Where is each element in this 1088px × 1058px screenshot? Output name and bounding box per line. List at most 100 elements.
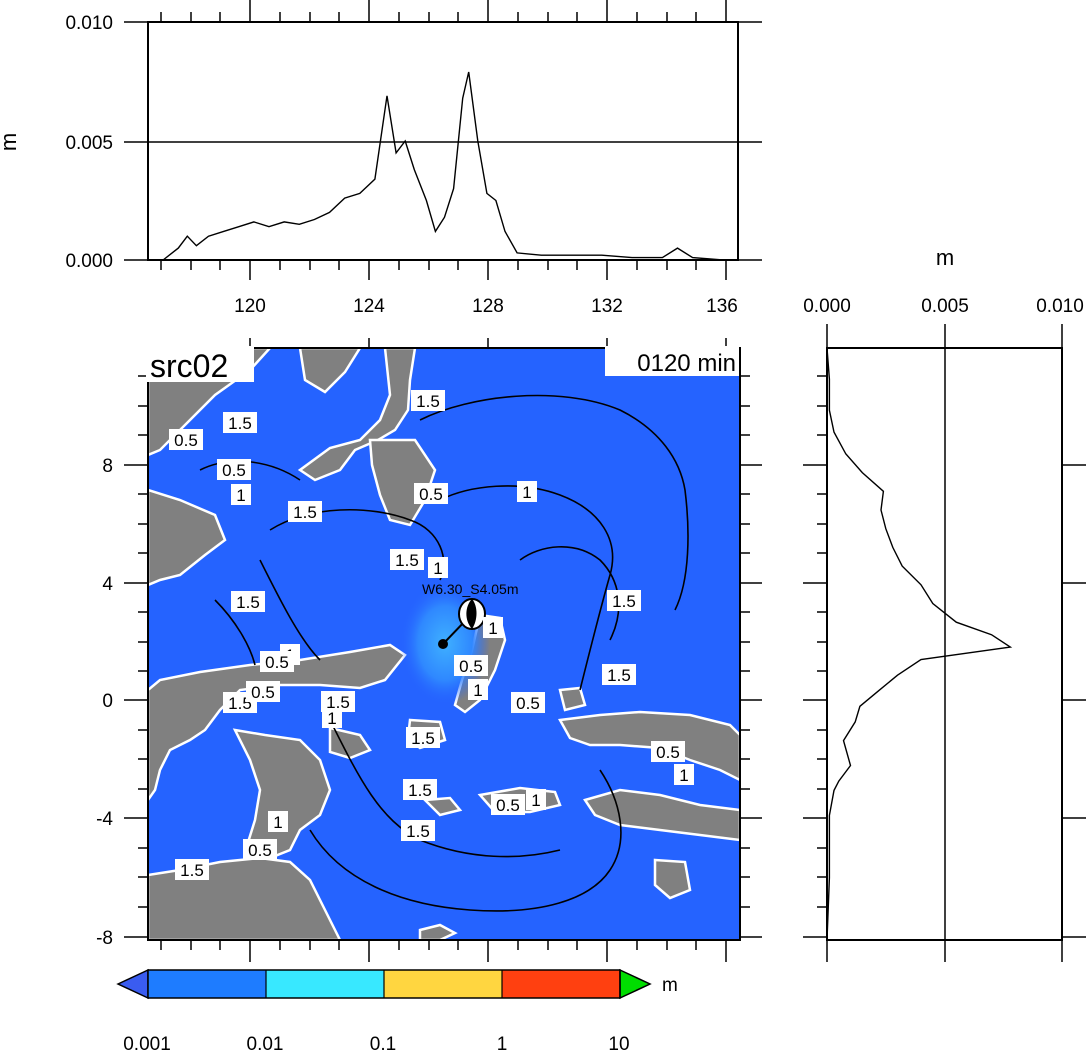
top-profile-xtick-label: 128 <box>472 296 504 317</box>
contour-line <box>519 546 620 641</box>
right-profile-panel: m 0.000 0.005 0.010 <box>803 245 1086 962</box>
colorbar-segment <box>148 970 266 998</box>
contour-label-text: 0.5 <box>459 657 483 676</box>
contour-label: 1.5 <box>401 820 435 841</box>
contour-label: 0.5 <box>414 483 448 504</box>
contour-label: 0.5 <box>454 655 488 676</box>
contour-label: 1.5 <box>231 591 265 612</box>
colorbar-tick-label: 0.001 <box>123 1034 171 1055</box>
contour-label: 1.5 <box>223 412 257 433</box>
contour-label: 0.5 <box>246 681 280 702</box>
colorbar-tick-label: 0.1 <box>370 1034 396 1055</box>
top-profile-panel: 0.010 0.005 0.000 m 120 124 128 132 136 <box>0 0 762 317</box>
contour-label-text: 1.5 <box>607 666 631 685</box>
colorbar-segment <box>502 970 620 998</box>
land-island-se <box>653 858 692 900</box>
contour-label-text: 1.5 <box>228 694 252 713</box>
map-ytick-label: -8 <box>96 928 113 949</box>
contour-label: 1.5 <box>390 549 424 570</box>
contour-label: 1.5 <box>406 727 440 748</box>
land-island-north <box>298 348 362 394</box>
contour-label: 1.5 <box>602 664 636 685</box>
contour-label-text: 0.5 <box>516 694 540 713</box>
right-profile-xtick-label: 0.005 <box>921 296 969 317</box>
top-profile-series <box>162 71 723 261</box>
top-profile-ytick-label: 0.005 <box>65 133 113 154</box>
contour-label: 1 <box>268 811 288 832</box>
colorbar: m 0.001 0.01 0.1 1 10 <box>116 968 678 1055</box>
contour-label: 0.5 <box>511 692 545 713</box>
contour-label: 0.5 <box>169 429 203 450</box>
contour-label-text: 0.5 <box>656 743 680 762</box>
epicenter-label: W6.30_S4.05m <box>422 581 519 597</box>
contour-label-text: 1.5 <box>395 551 419 570</box>
contour-label-text: 1.5 <box>293 503 317 522</box>
time-label: 0120 min <box>637 350 736 377</box>
contour-label: 1 <box>468 679 488 700</box>
contour-label-text: 1 <box>522 483 531 502</box>
contour-label-text: 1.5 <box>408 781 432 800</box>
contour-label-text: 1 <box>473 681 482 700</box>
contour-label-text: 1.5 <box>411 729 435 748</box>
colorbar-tick-label: 1 <box>497 1034 508 1055</box>
top-profile-frame <box>147 21 739 261</box>
contour-label: 1.5 <box>288 501 322 522</box>
contour-label: 0.5 <box>651 741 685 762</box>
contour-label-text: 0.5 <box>174 431 198 450</box>
contour-line <box>419 394 689 611</box>
map-ytick-label: -4 <box>96 809 113 830</box>
panel-title-box <box>146 346 254 382</box>
contour-label-text: 0.5 <box>419 485 443 504</box>
land-ambon <box>422 796 463 817</box>
contour-label-text: 0.5 <box>248 841 272 860</box>
land-new-guinea <box>558 710 740 782</box>
contour-label: 1 <box>526 789 546 810</box>
land-sula <box>328 726 372 760</box>
map-ytick-label: 4 <box>102 574 113 595</box>
top-profile-ticks <box>124 0 762 280</box>
contour-label-text: 1 <box>433 559 442 578</box>
contour-label-text: 1.5 <box>406 822 430 841</box>
contour-label-text: 1 <box>679 766 688 785</box>
contour-label-text: 0.5 <box>496 796 520 815</box>
contour-label: 1 <box>231 484 251 505</box>
top-profile-ytick-label: 0.010 <box>65 13 113 34</box>
map-panel: W6.30_S4.05m 1.51.50.50.51 0.51.511.5 11.5… <box>96 338 762 962</box>
contour-label: 1.5 <box>411 390 445 411</box>
right-profile-xlabel: m <box>936 245 954 270</box>
map-ytick-label: 0 <box>102 691 113 712</box>
contour-label-text: 1 <box>531 791 540 810</box>
right-profile-ticks <box>803 324 1086 962</box>
colorbar-tick-label: 0.01 <box>247 1034 284 1055</box>
right-profile-xtick-label: 0.000 <box>803 296 851 317</box>
land-sulawesi-south <box>232 728 332 862</box>
contour-label: 0.5 <box>217 459 251 480</box>
contour-label-text: 1 <box>236 486 245 505</box>
contour-label-text: 1.5 <box>180 861 204 880</box>
contour-label: 0.5 <box>243 839 277 860</box>
colorbar-segment <box>266 970 384 998</box>
colorbar-unit: m <box>662 975 678 996</box>
contour-label: 1 <box>674 764 694 785</box>
contour-label-text: 1.5 <box>228 414 252 433</box>
panel-title: src02 <box>150 348 228 384</box>
contour-label-text: 1.5 <box>326 693 350 712</box>
map-area: W6.30_S4.05m 1.51.50.50.51 0.51.511.5 11.5… <box>148 348 740 940</box>
land-island-east <box>558 686 587 712</box>
right-profile-series <box>826 347 1013 941</box>
time-label-box <box>605 346 739 376</box>
epicenter-dot <box>438 639 448 649</box>
contour-line <box>439 485 614 691</box>
contour-label-text: 1 <box>488 619 497 638</box>
top-profile-xtick-label: 124 <box>353 296 385 317</box>
contour-line <box>259 559 321 661</box>
top-profile-ylabel: m <box>0 133 21 151</box>
contour-label-text: 1.5 <box>612 592 636 611</box>
colorbar-over-arrow <box>619 968 652 1000</box>
colorbar-segment <box>384 970 502 998</box>
land-borneo-north <box>148 488 227 587</box>
contour-line <box>214 599 256 666</box>
focal-mechanism-fill <box>466 599 477 629</box>
contour-label-text: 1 <box>273 813 282 832</box>
